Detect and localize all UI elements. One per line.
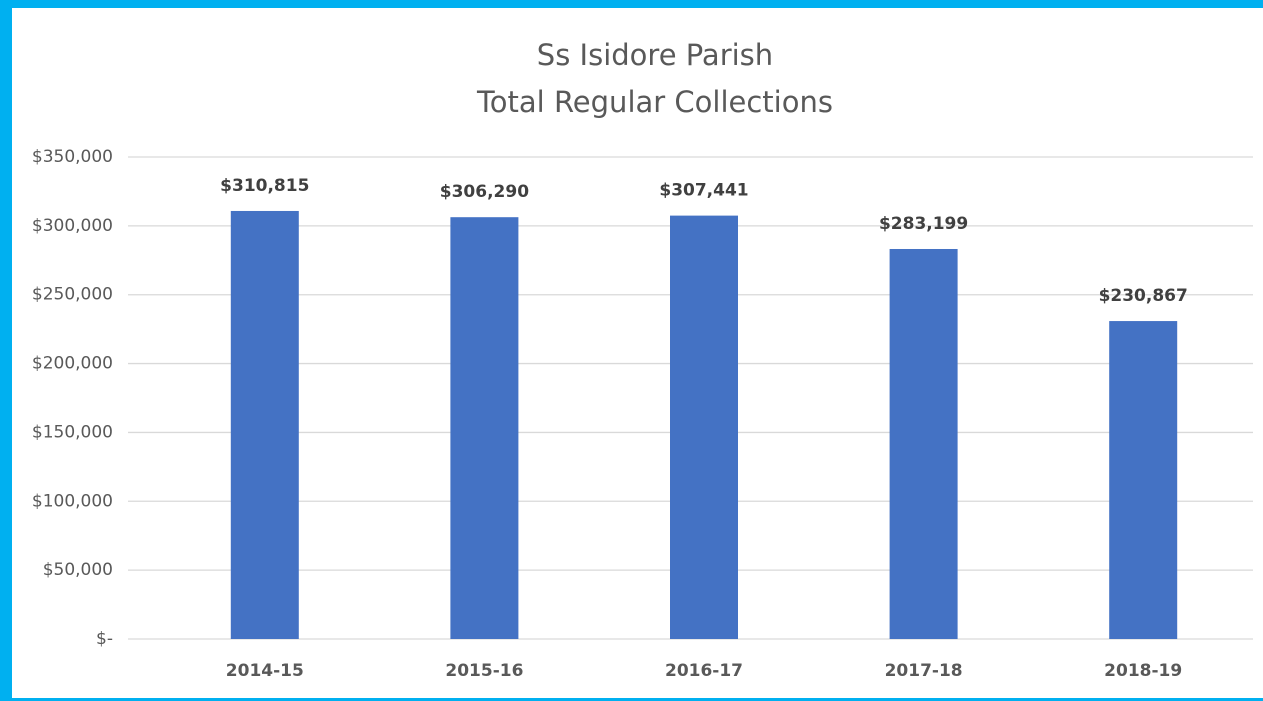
bar	[450, 217, 519, 639]
bar	[889, 248, 958, 640]
x-tick-label: 2016-17	[665, 661, 743, 681]
bar	[1109, 321, 1178, 639]
data-label: $310,815	[220, 176, 309, 196]
y-tick-label: $300,000	[32, 216, 113, 236]
bar	[230, 210, 299, 639]
bar	[670, 215, 738, 640]
data-label: $307,441	[659, 181, 748, 201]
chart-subtitle: Total Regular Collections	[476, 85, 833, 119]
chart-title: Ss Isidore Parish	[537, 38, 773, 72]
data-label: $283,199	[879, 214, 968, 234]
x-tick-label: 2014-15	[226, 661, 304, 681]
data-label: $230,867	[1099, 286, 1188, 306]
y-tick-label: $50,000	[43, 560, 113, 580]
y-tick-label: $250,000	[32, 285, 113, 305]
y-tick-label: $350,000	[32, 147, 113, 167]
chart-area	[12, 8, 1263, 698]
x-tick-label: 2018-19	[1104, 661, 1182, 681]
data-label: $306,290	[440, 182, 529, 202]
x-tick-label: 2017-18	[885, 661, 963, 681]
y-tick-label: $150,000	[32, 422, 113, 442]
y-tick-label: $-	[96, 629, 113, 649]
y-tick-label: $200,000	[32, 354, 113, 374]
y-tick-label: $100,000	[32, 491, 113, 511]
x-tick-label: 2015-16	[445, 661, 523, 681]
